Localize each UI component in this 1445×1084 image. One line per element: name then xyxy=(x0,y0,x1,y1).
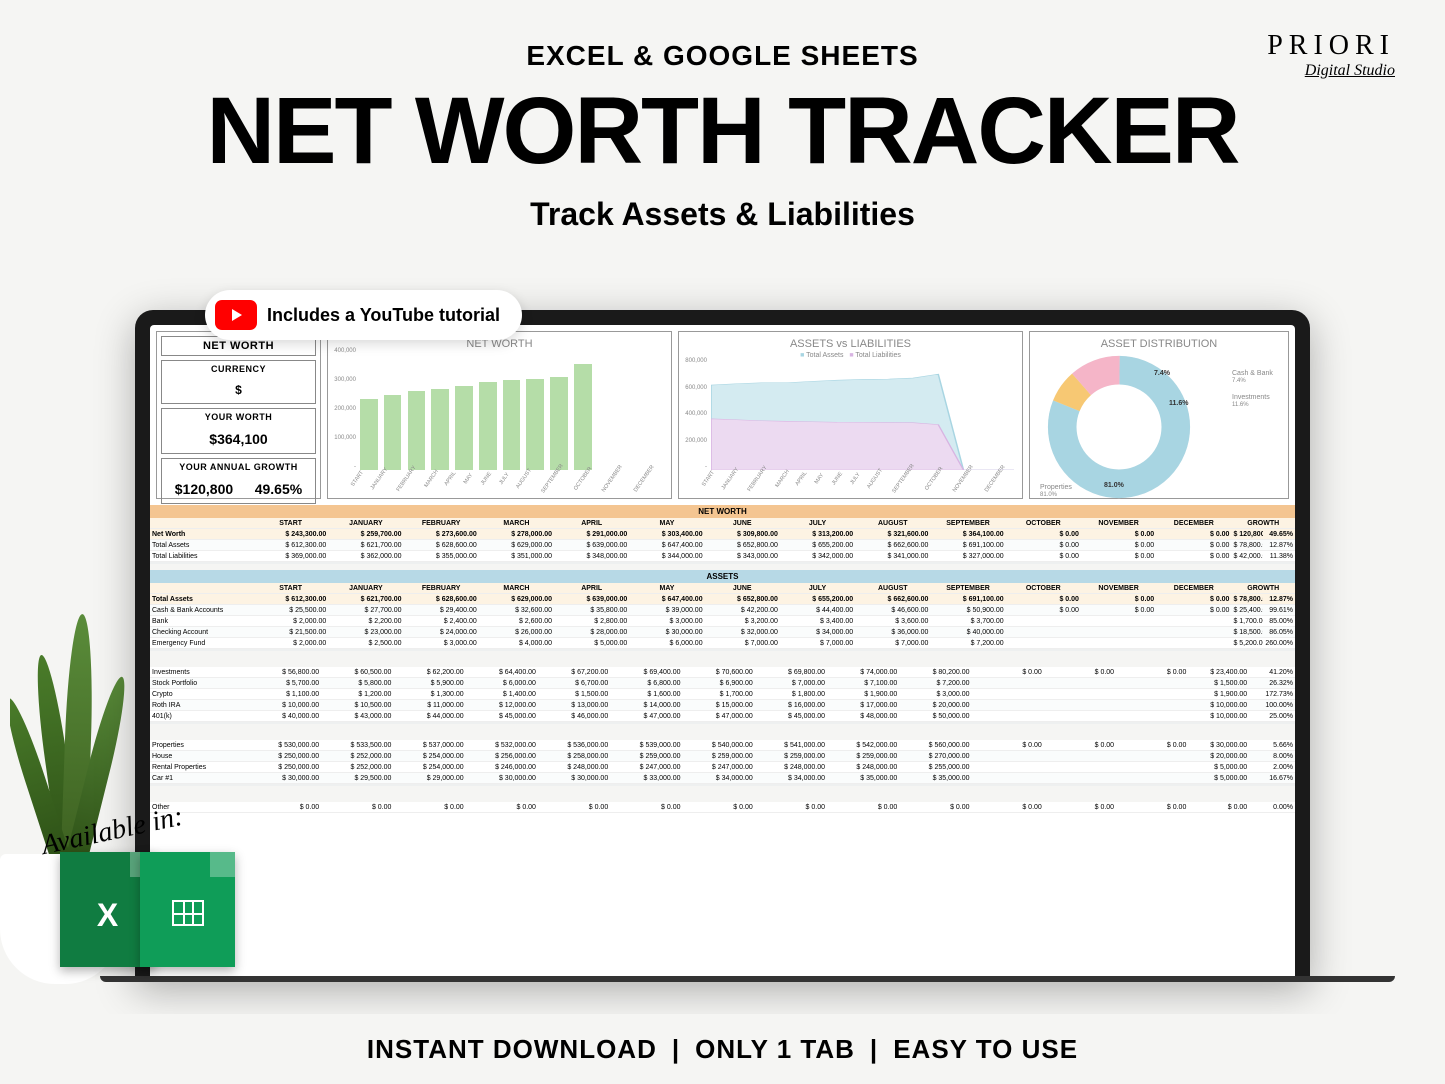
table-row[interactable]: Total Assets$ 612,300.00$ 621,700.00$ 62… xyxy=(150,594,1295,605)
al-areas xyxy=(711,359,1014,470)
kpi-currency-label: CURRENCY xyxy=(162,361,315,377)
table-row[interactable]: Investments$ 56,800.00$ 60,500.00$ 62,20… xyxy=(150,667,1295,678)
footer-feat-2: ONLY 1 TAB xyxy=(695,1034,855,1065)
networth-chart-panel: NET WORTH 400,000300,000200,000100,000- … xyxy=(327,331,672,499)
kpi-currency[interactable]: $ xyxy=(162,377,315,403)
footer-feat-1: INSTANT DOWNLOAD xyxy=(367,1034,657,1065)
youtube-tutorial-badge: Includes a YouTube tutorial xyxy=(205,290,522,340)
footer-feat-3: EASY TO USE xyxy=(893,1034,1078,1065)
al-chart-title: ASSETS vs LIABILITIES xyxy=(683,336,1018,352)
table-row[interactable]: Rental Properties$ 250,000.00$ 252,000.0… xyxy=(150,762,1295,773)
footer-features: INSTANT DOWNLOAD | ONLY 1 TAB | EASY TO … xyxy=(0,1014,1445,1084)
table-row[interactable]: Total Assets$ 612,300.00$ 621,700.00$ 62… xyxy=(150,540,1295,551)
kpi-growth-label: YOUR ANNUAL GROWTH xyxy=(162,459,315,475)
kpi-growth-pct: 49.65% xyxy=(255,481,302,497)
heading-main: NET WORTH TRACKER xyxy=(0,77,1445,186)
table-row[interactable]: Other$ 0.00$ 0.00$ 0.00$ 0.00$ 0.00$ 0.0… xyxy=(150,802,1295,813)
assets-liab-chart-panel: ASSETS vs LIABILITIES ■ Total Assets ■ T… xyxy=(678,331,1023,499)
al-yaxis: 800,000600,000400,000200,000- xyxy=(681,358,707,470)
hero-headings: EXCEL & GOOGLE SHEETS NET WORTH TRACKER … xyxy=(0,0,1445,233)
dashboard-row: NET WORTH CURRENCY $ YOUR WORTH $364,100… xyxy=(150,325,1295,505)
table-row[interactable]: Stock Portfolio$ 5,700.00$ 5,800.00$ 5,9… xyxy=(150,678,1295,689)
sheets-icon xyxy=(140,852,235,967)
assets-section-header: ASSETS xyxy=(150,570,1295,583)
laptop-base xyxy=(100,976,1395,982)
heading-tagline: Track Assets & Liabilities xyxy=(0,196,1445,233)
table-row[interactable]: House$ 250,000.00$ 252,000.00$ 254,000.0… xyxy=(150,751,1295,762)
laptop-mockup: NET WORTH CURRENCY $ YOUR WORTH $364,100… xyxy=(135,310,1310,980)
kpi-worth-label: YOUR WORTH xyxy=(162,409,315,425)
donut-title: ASSET DISTRIBUTION xyxy=(1034,336,1284,352)
kpi-worth: $364,100 xyxy=(162,425,315,453)
kpi-panel: NET WORTH CURRENCY $ YOUR WORTH $364,100… xyxy=(156,331,321,499)
brand-logo: PRIORI Digital Studio xyxy=(1267,30,1395,80)
spreadsheet-screen: NET WORTH CURRENCY $ YOUR WORTH $364,100… xyxy=(150,325,1295,980)
youtube-icon xyxy=(215,300,257,330)
available-in: Available in: X xyxy=(40,810,235,967)
youtube-text: Includes a YouTube tutorial xyxy=(267,305,500,326)
networth-section-header: NET WORTH xyxy=(150,505,1295,518)
table-row[interactable]: Roth IRA$ 10,000.00$ 10,500.00$ 11,000.0… xyxy=(150,700,1295,711)
table-row[interactable]: Net Worth$ 243,300.00$ 259,700.00$ 273,6… xyxy=(150,529,1295,540)
networth-yaxis: 400,000300,000200,000100,000- xyxy=(330,348,356,470)
kpi-growth-value: $120,800 xyxy=(175,481,233,497)
brand-subtitle: Digital Studio xyxy=(1267,62,1395,80)
donut-chart xyxy=(1044,352,1194,502)
brand-name: PRIORI xyxy=(1267,30,1395,62)
donut-wrap: 81.0%7.4%11.6%Cash & Bank7.4%Investments… xyxy=(1034,352,1284,502)
networth-xaxis: STARTJANUARYFEBRUARYMARCHAPRILMAYJUNEJUL… xyxy=(356,472,667,496)
table-row[interactable]: Total Liabilities$ 369,000.00$ 362,000.0… xyxy=(150,551,1295,562)
table-row[interactable]: Properties$ 530,000.00$ 533,500.00$ 537,… xyxy=(150,740,1295,751)
networth-table[interactable]: STARTJANUARYFEBRUARYMARCHAPRILMAYJUNEJUL… xyxy=(150,518,1295,562)
al-chart-legend: ■ Total Assets ■ Total Liabilities xyxy=(683,352,1018,359)
assets-table-3[interactable]: Properties$ 530,000.00$ 533,500.00$ 537,… xyxy=(150,740,1295,784)
assets-table-4[interactable]: Other$ 0.00$ 0.00$ 0.00$ 0.00$ 0.00$ 0.0… xyxy=(150,802,1295,813)
networth-bars xyxy=(360,354,663,470)
assets-table-2[interactable]: Investments$ 56,800.00$ 60,500.00$ 62,20… xyxy=(150,667,1295,722)
table-row[interactable]: Bank$ 2,000.00$ 2,200.00$ 2,400.00$ 2,60… xyxy=(150,616,1295,627)
assets-table-1[interactable]: STARTJANUARYFEBRUARYMARCHAPRILMAYJUNEJUL… xyxy=(150,583,1295,649)
table-row[interactable]: Car #1$ 30,000.00$ 29,500.00$ 29,000.00$… xyxy=(150,773,1295,784)
spreadsheet-tables: NET WORTH STARTJANUARYFEBRUARYMARCHAPRIL… xyxy=(150,505,1295,813)
donut-panel: ASSET DISTRIBUTION 81.0%7.4%11.6%Cash & … xyxy=(1029,331,1289,499)
table-row[interactable]: 401(k)$ 40,000.00$ 43,000.00$ 44,000.00$… xyxy=(150,711,1295,722)
heading-platforms: EXCEL & GOOGLE SHEETS xyxy=(0,40,1445,72)
table-row[interactable]: Cash & Bank Accounts$ 25,500.00$ 27,700.… xyxy=(150,605,1295,616)
table-row[interactable]: Emergency Fund$ 2,000.00$ 2,500.00$ 3,00… xyxy=(150,638,1295,649)
table-row[interactable]: Checking Account$ 21,500.00$ 23,000.00$ … xyxy=(150,627,1295,638)
al-xaxis: STARTJANUARYFEBRUARYMARCHAPRILMAYJUNEJUL… xyxy=(707,472,1018,496)
table-row[interactable]: Crypto$ 1,100.00$ 1,200.00$ 1,300.00$ 1,… xyxy=(150,689,1295,700)
